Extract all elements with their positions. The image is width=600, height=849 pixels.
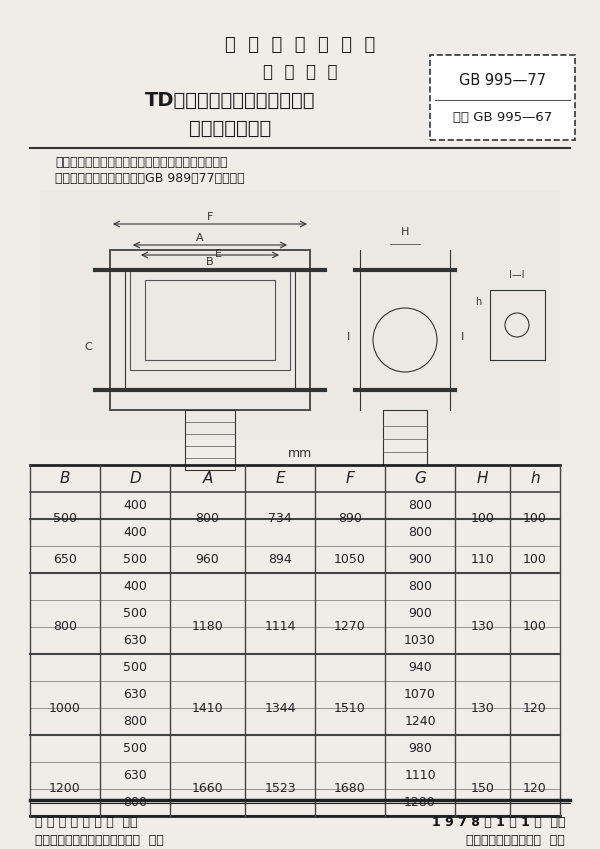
Text: 130: 130 — [470, 621, 494, 633]
Text: 1523: 1523 — [264, 783, 296, 796]
Text: 中华人民共和国第一机械工业部  提出: 中华人民共和国第一机械工业部 提出 — [35, 835, 164, 847]
Text: 1110: 1110 — [404, 769, 436, 782]
Text: 800: 800 — [408, 526, 432, 539]
Bar — [185, 410, 235, 470]
Text: 500: 500 — [123, 553, 147, 566]
Text: 1000: 1000 — [49, 701, 81, 715]
Text: 130: 130 — [470, 701, 494, 715]
Text: F: F — [207, 212, 213, 222]
Text: 1344: 1344 — [264, 701, 296, 715]
Text: 100: 100 — [523, 513, 547, 526]
Text: H: H — [477, 471, 488, 486]
Text: E: E — [275, 471, 285, 486]
Text: 630: 630 — [123, 634, 147, 647]
Text: 734: 734 — [268, 513, 292, 526]
Text: 1114: 1114 — [264, 621, 296, 633]
Text: 800: 800 — [408, 580, 432, 593]
Text: 中  华  人  民  共  和  国: 中 华 人 民 共 和 国 — [225, 36, 375, 54]
Text: h: h — [530, 471, 540, 486]
Text: 1240: 1240 — [404, 715, 436, 728]
Text: 800: 800 — [123, 796, 147, 809]
Bar — [490, 290, 545, 360]
Text: 1 9 7 8 年 1 月 1 日  实施: 1 9 7 8 年 1 月 1 日 实施 — [431, 817, 565, 829]
Text: I: I — [346, 332, 350, 342]
Text: E: E — [215, 249, 221, 259]
Text: 垂直拉紧装置的滚筒应符合GB 989－77的规定。: 垂直拉紧装置的滚筒应符合GB 989－77的规定。 — [55, 171, 245, 184]
Text: 国 家 标 准 计 量 局  发布: 国 家 标 准 计 量 局 发布 — [35, 817, 137, 829]
Text: D: D — [129, 471, 141, 486]
Text: 900: 900 — [408, 607, 432, 620]
Text: A: A — [196, 233, 204, 243]
FancyBboxPatch shape — [430, 55, 575, 140]
Text: 980: 980 — [408, 742, 432, 755]
Text: 垂直拉紧装置的基本参数与尺寸应符合下表的规定。: 垂直拉紧装置的基本参数与尺寸应符合下表的规定。 — [55, 155, 227, 168]
Text: 890: 890 — [338, 513, 362, 526]
Text: 894: 894 — [268, 553, 292, 566]
Text: 1200: 1200 — [49, 783, 81, 796]
Text: 120: 120 — [523, 701, 547, 715]
Text: 500: 500 — [123, 661, 147, 674]
Text: 110: 110 — [470, 553, 494, 566]
Text: 1180: 1180 — [191, 621, 223, 633]
Text: 100: 100 — [470, 513, 494, 526]
Text: A: A — [202, 471, 212, 486]
Text: I—I: I—I — [509, 270, 525, 280]
Text: 1050: 1050 — [334, 553, 366, 566]
Text: B: B — [206, 257, 214, 267]
Text: 400: 400 — [123, 499, 147, 512]
Text: G: G — [414, 471, 426, 486]
Text: 650: 650 — [53, 553, 77, 566]
Bar — [130, 270, 290, 370]
Bar — [145, 280, 275, 360]
Text: 800: 800 — [53, 621, 77, 633]
Bar — [383, 410, 427, 465]
Text: 100: 100 — [523, 621, 547, 633]
Text: 630: 630 — [123, 769, 147, 782]
Text: 500: 500 — [123, 742, 147, 755]
Text: h: h — [475, 297, 481, 307]
Bar — [40, 190, 560, 440]
Text: 900: 900 — [408, 553, 432, 566]
Text: 1510: 1510 — [334, 701, 366, 715]
Text: 150: 150 — [470, 783, 494, 796]
Text: H: H — [401, 227, 409, 237]
Text: 1280: 1280 — [404, 796, 436, 809]
Text: 国  家  标  准: 国 家 标 准 — [263, 63, 337, 81]
Text: mm: mm — [288, 447, 312, 459]
Text: 800: 800 — [408, 499, 432, 512]
Text: 940: 940 — [408, 661, 432, 674]
Text: 基本参数与尺寸: 基本参数与尺寸 — [189, 119, 271, 138]
Text: 800: 800 — [123, 715, 147, 728]
Text: I: I — [460, 332, 464, 342]
Text: 1660: 1660 — [191, 783, 223, 796]
Text: 1270: 1270 — [334, 621, 366, 633]
Text: 代替 GB 995—67: 代替 GB 995—67 — [453, 110, 552, 123]
Text: F: F — [346, 471, 355, 486]
Text: 1070: 1070 — [404, 688, 436, 701]
Text: 400: 400 — [123, 526, 147, 539]
Text: 500: 500 — [123, 607, 147, 620]
Text: GB 995—77: GB 995—77 — [459, 72, 546, 87]
Text: 上海起重运输机械厂等  起草: 上海起重运输机械厂等 起草 — [466, 835, 565, 847]
Text: 1030: 1030 — [404, 634, 436, 647]
Text: 120: 120 — [523, 783, 547, 796]
Text: 630: 630 — [123, 688, 147, 701]
Text: 960: 960 — [196, 553, 220, 566]
Text: 500: 500 — [53, 513, 77, 526]
Text: 400: 400 — [123, 580, 147, 593]
Text: TD型带式输送机垂直拉紧装置: TD型带式输送机垂直拉紧装置 — [145, 91, 315, 110]
Text: 800: 800 — [196, 513, 220, 526]
Text: B: B — [60, 471, 70, 486]
Text: C: C — [84, 342, 92, 352]
Text: 100: 100 — [523, 553, 547, 566]
Bar — [110, 250, 310, 410]
Text: 1680: 1680 — [334, 783, 366, 796]
Text: 1410: 1410 — [191, 701, 223, 715]
